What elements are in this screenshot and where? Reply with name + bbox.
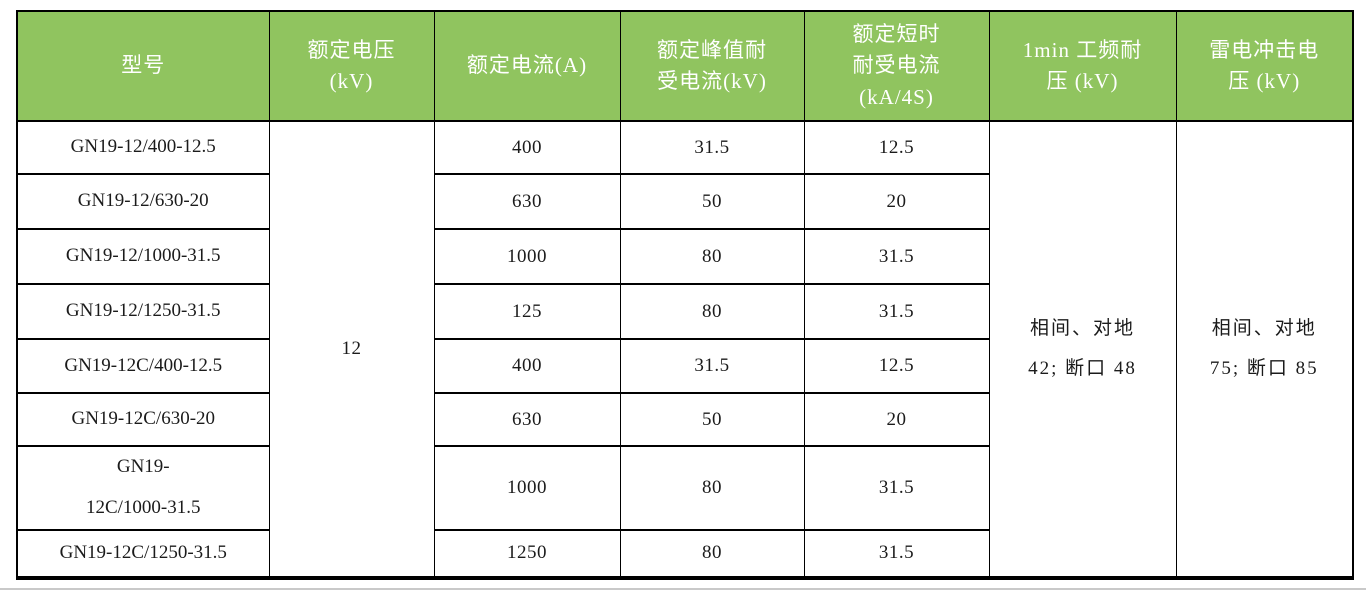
rated-current-cell: 630 [433, 173, 621, 230]
model-cell: GN19-12/400-12.5 [16, 120, 270, 175]
col-header-model: 型号 [16, 10, 270, 122]
peak-withstand-cell: 50 [619, 392, 805, 447]
short-time-cell: 31.5 [803, 228, 990, 285]
col-header-peak-withstand: 额定峰值耐 受电流(kV) [619, 10, 805, 122]
model-cell: GN19-12/1000-31.5 [16, 228, 270, 285]
model-cell: GN19- 12C/1000-31.5 [16, 445, 270, 531]
col-header-rated-current: 额定电流(A) [433, 10, 621, 122]
rated-current-cell: 1000 [433, 445, 621, 531]
model-cell: GN19-12/1250-31.5 [16, 283, 270, 340]
short-time-cell: 20 [803, 392, 990, 447]
table-row: GN19-12/1000-31.5 1000 80 31.5 [16, 228, 1353, 285]
power-freq-merged-cell: 相间、对地 42; 断口 48 [988, 120, 1177, 579]
peak-withstand-cell: 31.5 [619, 338, 805, 394]
rated-current-cell: 400 [433, 338, 621, 394]
peak-withstand-cell: 80 [619, 445, 805, 531]
short-time-cell: 31.5 [803, 528, 990, 579]
col-header-short-time: 额定短时 耐受电流 (kA/4S) [803, 10, 990, 122]
short-time-cell: 31.5 [803, 445, 990, 531]
rated-current-cell: 630 [433, 392, 621, 447]
peak-withstand-cell: 80 [619, 528, 805, 579]
col-header-power-freq: 1min 工频耐 压 (kV) [988, 10, 1177, 122]
short-time-cell: 20 [803, 173, 990, 230]
peak-withstand-cell: 50 [619, 173, 805, 230]
model-cell: GN19-12C/630-20 [16, 392, 270, 447]
model-cell: GN19-12C/400-12.5 [16, 338, 270, 394]
page-bottom-divider [0, 588, 1366, 590]
table-row: GN19-12C/1250-31.5 1250 80 31.5 [16, 528, 1353, 579]
rated-current-cell: 1000 [433, 228, 621, 285]
col-header-lightning: 雷电冲击电 压 (kV) [1175, 10, 1354, 122]
rated-current-cell: 1250 [433, 528, 621, 579]
model-cell: GN19-12C/1250-31.5 [16, 528, 270, 579]
table-row: GN19-12C/400-12.5 400 31.5 12.5 [16, 338, 1353, 394]
col-header-rated-voltage: 额定电压 (kV) [268, 10, 435, 122]
peak-withstand-cell: 80 [619, 228, 805, 285]
short-time-cell: 12.5 [803, 338, 990, 394]
spec-table: 型号 额定电压 (kV) 额定电流(A) 额定峰值耐 受电流(kV) 额定短时 … [16, 10, 1354, 580]
header-row: 型号 额定电压 (kV) 额定电流(A) 额定峰值耐 受电流(kV) 额定短时 … [16, 10, 1354, 122]
short-time-cell: 31.5 [803, 283, 990, 340]
table-row: GN19-12/630-20 630 50 20 [16, 173, 1353, 230]
lightning-merged-cell: 相间、对地 75; 断口 85 [1175, 120, 1354, 579]
table-row: GN19-12/1250-31.5 125 80 31.5 [16, 283, 1353, 340]
model-cell: GN19-12/630-20 [16, 173, 270, 230]
table-row: GN19-12/400-12.5 12 400 31.5 12.5 相间、对地 … [16, 120, 1354, 579]
rated-voltage-merged-cell: 12 [268, 120, 435, 579]
table-row: GN19- 12C/1000-31.5 1000 80 31.5 [16, 445, 1353, 531]
rated-current-cell: 125 [433, 283, 621, 340]
peak-withstand-cell: 31.5 [619, 120, 805, 175]
table-row: GN19-12C/630-20 630 50 20 [16, 392, 1353, 447]
rated-current-cell: 400 [433, 120, 621, 175]
peak-withstand-cell: 80 [619, 283, 805, 340]
short-time-cell: 12.5 [803, 120, 990, 175]
